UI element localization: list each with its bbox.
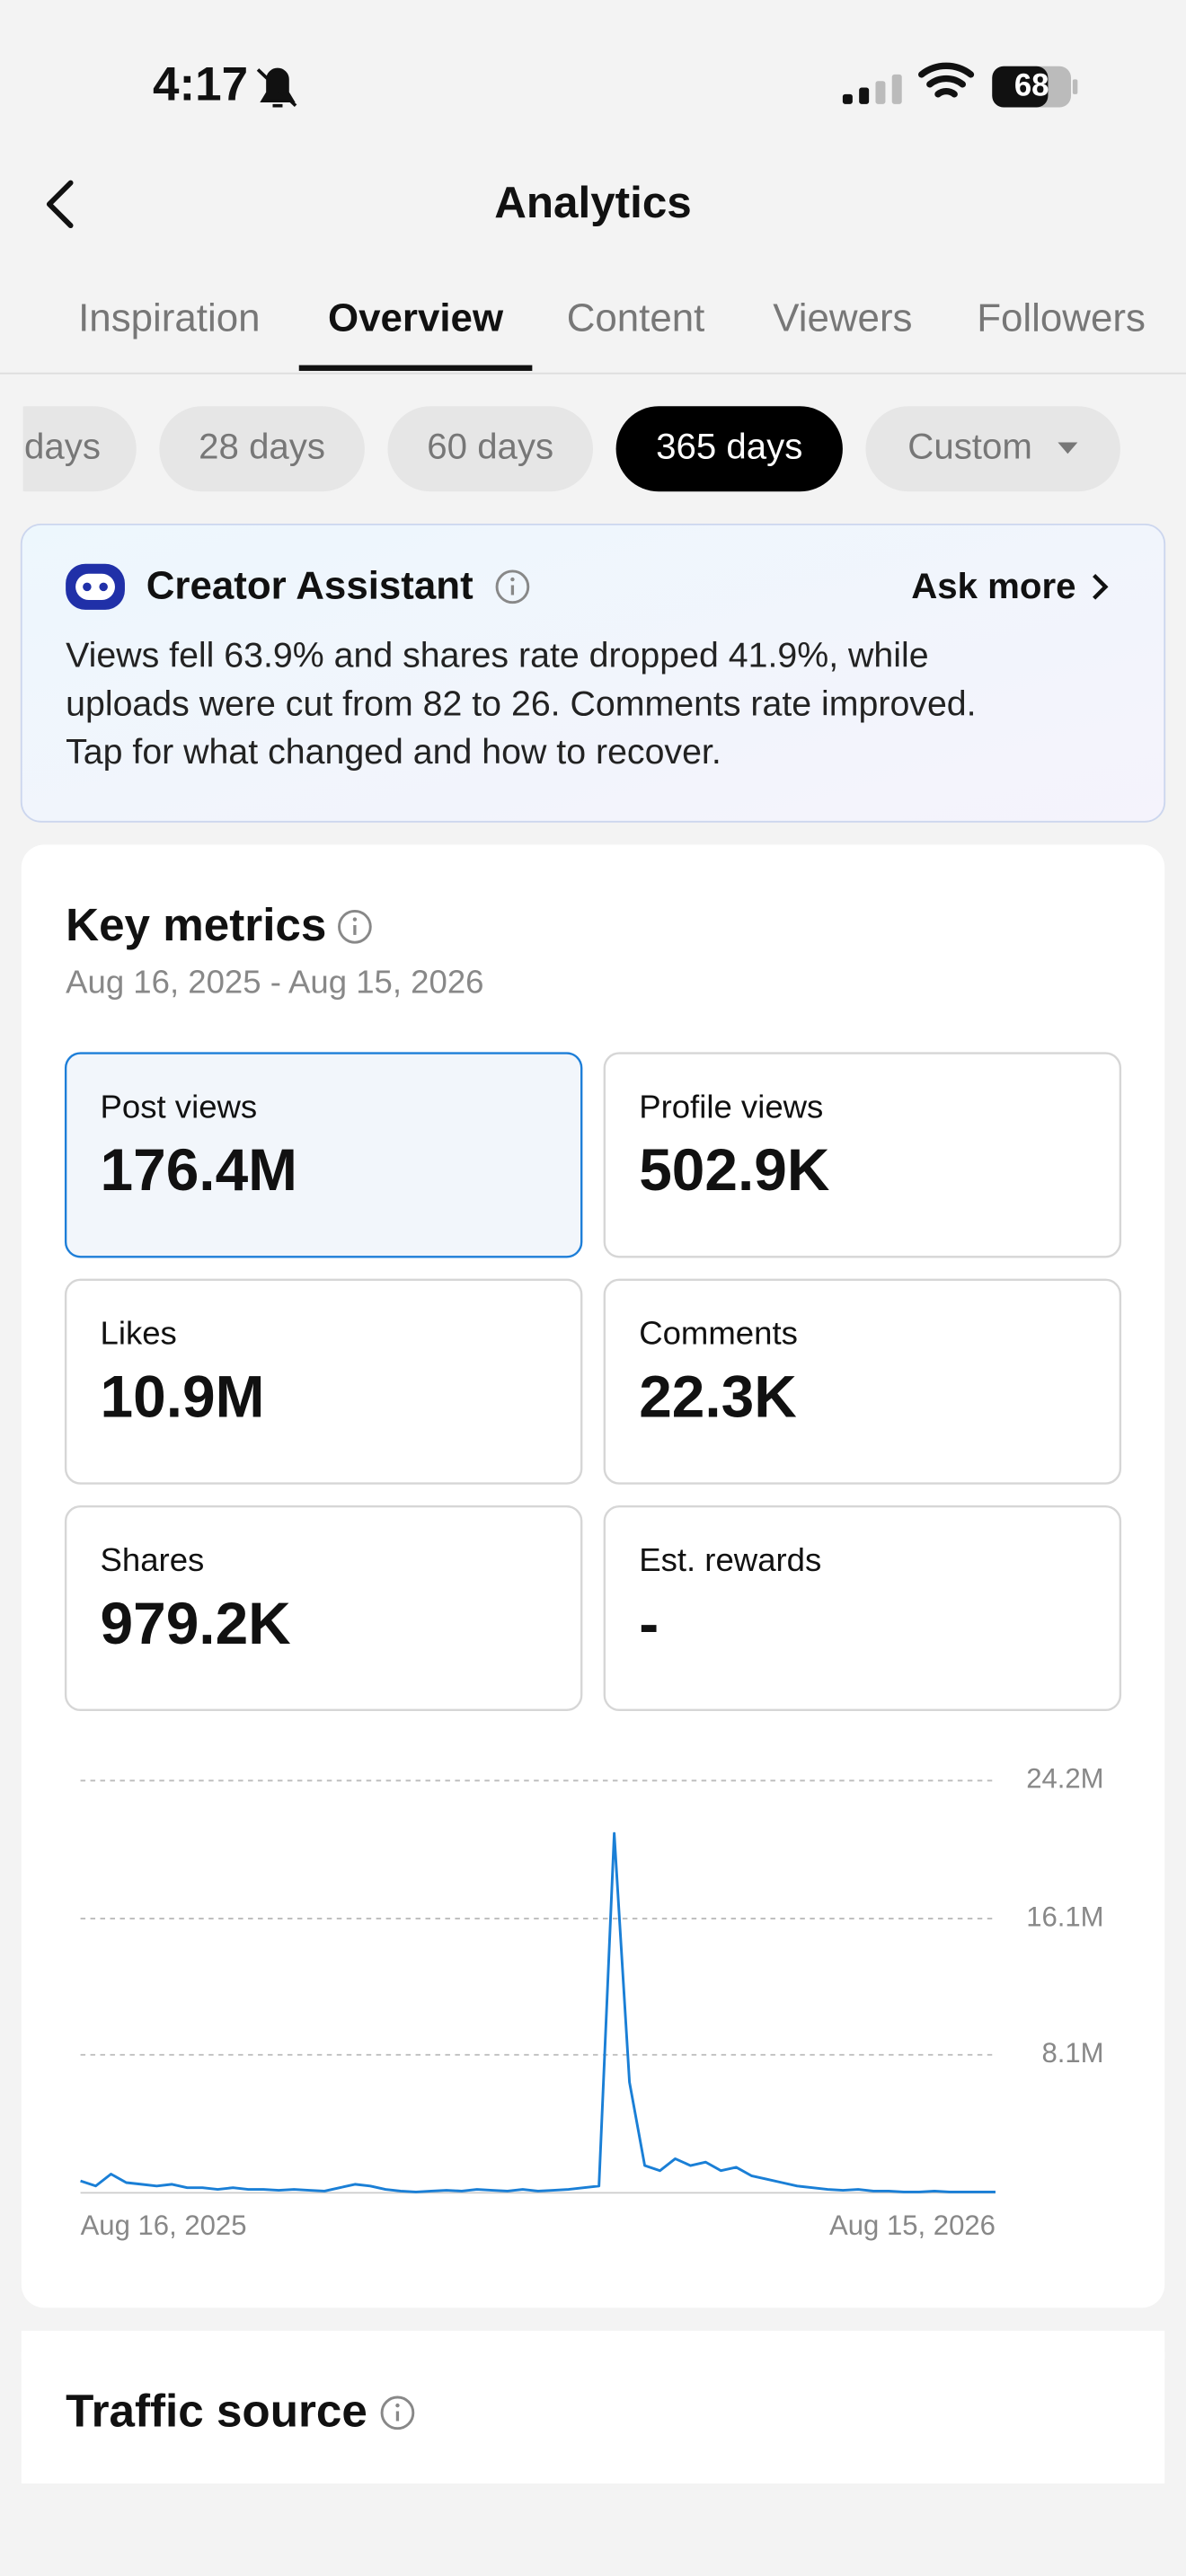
range-chip[interactable] <box>159 406 365 492</box>
metric-label: Post views <box>101 1088 258 1125</box>
metric-value: 176.4M <box>101 1136 297 1203</box>
y-tick-label: 24.2M <box>1026 1763 1103 1795</box>
assistant-text: Tap for what changed and how to recover. <box>66 732 721 772</box>
assistant-eye <box>83 582 92 592</box>
traffic-card-top <box>21 2330 1165 2380</box>
range-chip-label: days <box>24 426 101 466</box>
metric-label: Est. rewards <box>639 1541 821 1578</box>
range-chip-label: 365 days <box>656 426 802 466</box>
chevron <box>1093 573 1109 600</box>
wifi-icon <box>917 62 975 98</box>
info-icon-dot <box>510 577 515 582</box>
date-range: Aug 16, 2025 - Aug 15, 2026 <box>66 963 483 1000</box>
x-tick-label: Aug 16, 2025 <box>81 2210 247 2241</box>
assistant-title: Creator Assistant <box>146 564 474 608</box>
metric-label: Likes <box>101 1315 177 1352</box>
back-button[interactable] <box>46 180 74 229</box>
battery-level: 68 <box>1014 69 1049 103</box>
assistant-icon-face <box>75 573 115 600</box>
info-icon <box>338 909 372 944</box>
range-chip[interactable] <box>0 406 137 492</box>
metric-card[interactable] <box>603 1278 1122 1485</box>
status-time: 4:17 <box>153 58 248 111</box>
range-chip-label: 60 days <box>427 426 553 466</box>
signal-bar <box>842 93 853 104</box>
data-line <box>80 1831 996 2193</box>
info-icon-dot <box>352 917 358 922</box>
tab[interactable]: Viewers <box>773 296 912 340</box>
range-chip-label: 28 days <box>199 426 325 466</box>
dropdown-caret <box>1058 442 1078 454</box>
metric-value: 502.9K <box>639 1136 829 1203</box>
mute-bell-icon <box>256 67 297 108</box>
tab[interactable]: Inspiration <box>78 296 260 340</box>
metric-card[interactable] <box>64 1052 583 1258</box>
metric-label: Profile views <box>639 1088 823 1125</box>
metric-value: 979.2K <box>101 1590 291 1656</box>
y-tick-label: 16.1M <box>1026 1901 1103 1932</box>
chip-fade <box>0 402 23 495</box>
assistant-text: Views fell 63.9% and shares rate dropped… <box>66 635 928 675</box>
range-chip[interactable] <box>865 406 1120 492</box>
info-icon <box>495 569 530 604</box>
y-tick-label: 8.1M <box>1041 2037 1103 2069</box>
battery-fill <box>992 66 1049 108</box>
metric-card[interactable] <box>64 1278 583 1485</box>
metric-value: 10.9M <box>101 1363 265 1430</box>
tab-underline <box>298 365 533 371</box>
assistant-card[interactable] <box>20 523 1166 823</box>
metric-value: 22.3K <box>639 1363 797 1430</box>
page-title: Analytics <box>494 178 691 227</box>
tab[interactable]: Followers <box>977 296 1146 340</box>
section-title: Key metrics <box>66 899 326 950</box>
metric-card[interactable] <box>603 1504 1122 1712</box>
signal-bar <box>859 87 870 104</box>
info-icon <box>380 2395 415 2430</box>
tab[interactable]: Content <box>567 296 705 340</box>
x-tick-label: Aug 15, 2026 <box>829 2210 996 2241</box>
info-icon-dot <box>395 2403 400 2408</box>
metric-card[interactable] <box>64 1504 583 1712</box>
assistant-text: uploads were cut from 82 to 26. Comments… <box>66 684 976 723</box>
tab[interactable]: Overview <box>328 296 504 340</box>
battery-tip <box>1072 79 1078 94</box>
metric-card[interactable] <box>603 1052 1122 1258</box>
metric-label: Comments <box>639 1315 798 1352</box>
range-chip[interactable] <box>387 406 593 492</box>
range-chip[interactable] <box>615 406 843 492</box>
assistant-action[interactable]: Ask more <box>911 566 1075 606</box>
metric-label: Shares <box>101 1541 205 1578</box>
assistant-eye <box>99 582 108 592</box>
metric-value: - <box>639 1590 659 1656</box>
signal-bar <box>875 81 886 104</box>
section-title: Traffic source <box>66 2386 367 2437</box>
signal-bar <box>891 74 902 104</box>
range-chip-label: Custom <box>907 426 1032 466</box>
